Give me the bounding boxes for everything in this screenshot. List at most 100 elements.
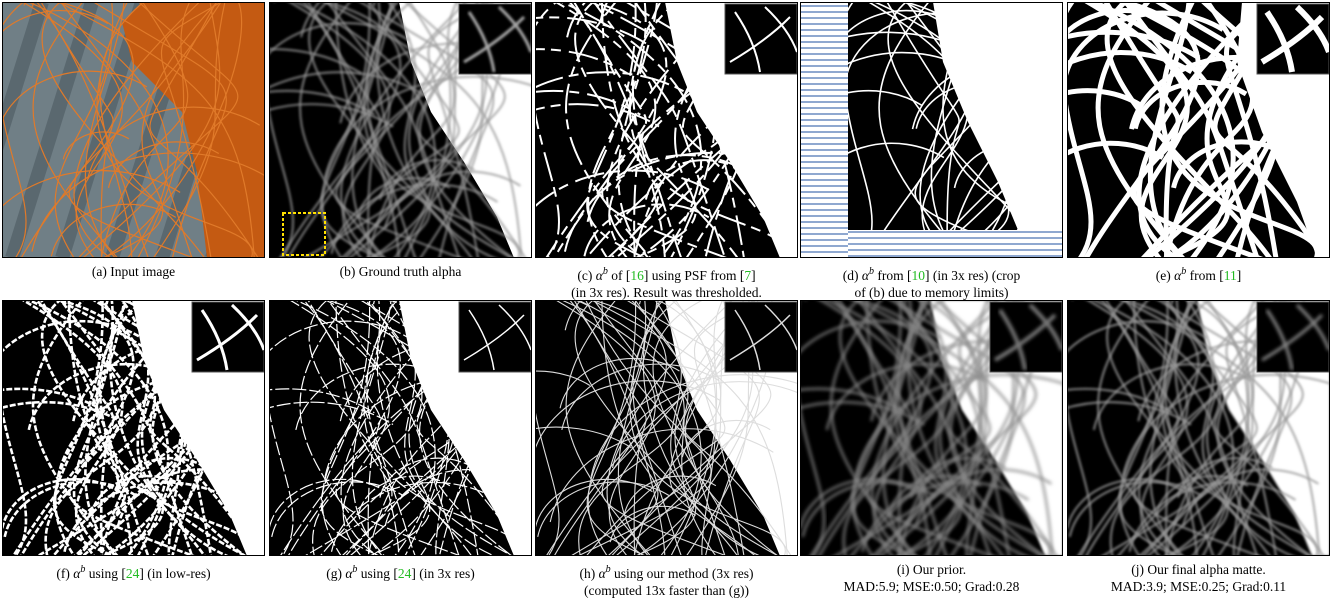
hair-strand — [857, 300, 992, 556]
inset-strand — [764, 6, 798, 53]
panel-caption: (g) αb using [24] (in 3x res) — [267, 561, 535, 582]
citation[interactable]: 16 — [630, 268, 644, 283]
hair-strand — [359, 2, 495, 258]
hair-strand — [44, 300, 157, 556]
hair-strand — [573, 300, 647, 556]
hair-strand — [1082, 2, 1190, 258]
caption-text: using [ — [85, 566, 126, 581]
hair-strand — [308, 300, 473, 556]
caption-text: (e) — [1155, 268, 1175, 283]
hair-strand — [50, 203, 177, 257]
hair-strand — [269, 103, 394, 128]
hair-strand — [335, 300, 393, 556]
citation[interactable]: 11 — [1223, 268, 1237, 283]
hair-strand — [319, 2, 460, 258]
hair-strand — [120, 300, 185, 556]
hair-strand — [561, 363, 720, 431]
hair-strand — [269, 388, 375, 414]
caption-line: (j) Our final alpha matte. — [1065, 561, 1333, 578]
caption-text: MAD:5.9; MSE:0.50; Grad:0.28 — [843, 579, 1020, 594]
hair-strand — [2, 169, 181, 208]
hair-strand — [1121, 300, 1321, 556]
citation[interactable]: 7 — [744, 268, 752, 283]
panel-border — [800, 2, 1063, 258]
hair-strand — [848, 9, 955, 33]
hair-strand — [601, 2, 659, 258]
hair-strand — [1136, 2, 1269, 258]
hair-strand — [72, 300, 202, 556]
hair-strand — [312, 300, 423, 556]
hair-strand — [1140, 2, 1306, 258]
hair-strand — [3, 480, 138, 538]
caption-text: (h) — [579, 566, 599, 581]
hair-strand — [1067, 320, 1208, 353]
hair-strand — [833, 300, 948, 556]
hair-strand — [320, 300, 382, 556]
hair-strand — [942, 2, 1033, 217]
hair-strand — [303, 300, 465, 556]
hair-strand — [300, 2, 321, 38]
hair-strand — [610, 2, 772, 258]
hair-strand — [1097, 300, 1184, 556]
caption-text: b — [352, 564, 358, 575]
citation[interactable]: 10 — [911, 268, 926, 283]
hair-strand — [35, 2, 149, 258]
hair-strand — [565, 2, 652, 258]
inset-strand — [463, 314, 525, 361]
inset-strand — [993, 313, 1057, 362]
hair-strand — [938, 2, 1033, 230]
hair-strand — [887, 2, 1030, 230]
hair-strand — [295, 363, 454, 431]
hair-strand — [633, 2, 722, 258]
hair-strand — [610, 300, 772, 556]
hair-strand — [1109, 300, 1221, 556]
hair-strand — [273, 2, 276, 3]
hair-strand — [379, 159, 475, 200]
hair-strand — [1186, 300, 1249, 556]
hair-strand — [851, 300, 914, 556]
citation[interactable]: 24 — [397, 566, 412, 581]
panel-image — [2, 2, 265, 258]
hair-strand — [1122, 373, 1330, 477]
hair-strand — [583, 203, 710, 257]
hair-strand — [137, 2, 191, 258]
hair-strand — [2, 9, 109, 33]
hair-strand — [40, 2, 114, 258]
panel-image — [800, 2, 1063, 258]
caption-text: using [ — [357, 566, 398, 581]
hair-strand — [35, 300, 199, 556]
caption-text: ] — [751, 268, 756, 283]
hair-strand — [19, 300, 124, 556]
caption-text: α — [595, 268, 603, 283]
hair-strand — [889, 300, 1026, 556]
panel-border — [1067, 300, 1330, 556]
hair-strand — [919, 300, 983, 556]
hair-strand — [60, 2, 193, 258]
caption-text: of [ — [607, 268, 631, 283]
hair-strand — [100, 2, 219, 258]
hair-strand — [99, 2, 145, 258]
hair-strand — [830, 300, 917, 556]
caption-text: ] using PSF from [ — [643, 268, 745, 283]
hair-strand — [376, 300, 497, 556]
hair-strand — [299, 300, 386, 556]
zoom-box — [282, 212, 326, 256]
hair-strand — [909, 457, 1006, 498]
inset-strand — [1294, 4, 1330, 54]
inset-strand — [1028, 303, 1063, 351]
hair-strand — [1106, 300, 1271, 556]
hair-strand — [287, 2, 402, 258]
hair-strand — [52, 300, 116, 556]
hair-strand — [1100, 300, 1215, 556]
hair-strand — [590, 374, 798, 477]
hair-strand — [905, 2, 1030, 230]
hair-strand — [1177, 457, 1273, 498]
caption-line: (in 3x res). Result was thresholded. — [533, 284, 801, 301]
panel-border — [800, 300, 1063, 556]
inset-strand — [497, 5, 532, 53]
hair-strand — [625, 300, 760, 556]
citation[interactable]: 24 — [125, 566, 140, 581]
hair-strand — [54, 2, 114, 258]
hair-strand — [1067, 388, 1173, 414]
hair-strand — [593, 300, 726, 556]
